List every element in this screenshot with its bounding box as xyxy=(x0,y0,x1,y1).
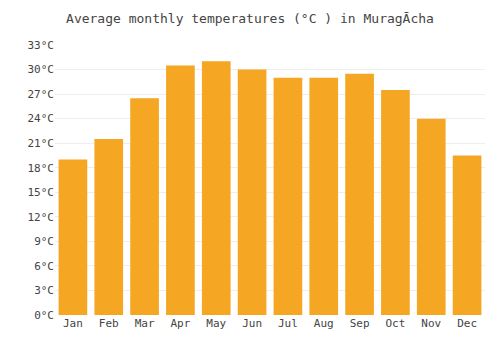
svg-text:Nov: Nov xyxy=(421,317,441,330)
svg-text:3°C: 3°C xyxy=(34,284,54,297)
svg-text:May: May xyxy=(206,317,226,330)
svg-text:Aug: Aug xyxy=(314,317,334,330)
svg-text:0°C: 0°C xyxy=(34,309,54,322)
svg-text:6°C: 6°C xyxy=(34,260,54,273)
svg-text:Sep: Sep xyxy=(350,317,370,330)
svg-text:33°C: 33°C xyxy=(28,39,55,52)
svg-text:21°C: 21°C xyxy=(28,137,55,150)
svg-text:9°C: 9°C xyxy=(34,235,54,248)
svg-text:Jun: Jun xyxy=(242,317,262,330)
svg-text:Jul: Jul xyxy=(278,317,298,330)
svg-text:Oct: Oct xyxy=(385,317,405,330)
svg-text:Jan: Jan xyxy=(63,317,83,330)
svg-text:12°C: 12°C xyxy=(28,211,55,224)
svg-text:24°C: 24°C xyxy=(28,112,55,125)
svg-text:Apr: Apr xyxy=(170,317,190,330)
svg-text:30°C: 30°C xyxy=(28,63,55,76)
svg-text:18°C: 18°C xyxy=(28,162,55,175)
svg-text:Feb: Feb xyxy=(99,317,119,330)
svg-text:Average monthly temperatures (: Average monthly temperatures (°C ) in Mu… xyxy=(66,11,434,26)
svg-text:Dec: Dec xyxy=(457,317,477,330)
svg-text:15°C: 15°C xyxy=(28,186,55,199)
svg-text:27°C: 27°C xyxy=(28,88,55,101)
svg-text:Mar: Mar xyxy=(135,317,155,330)
